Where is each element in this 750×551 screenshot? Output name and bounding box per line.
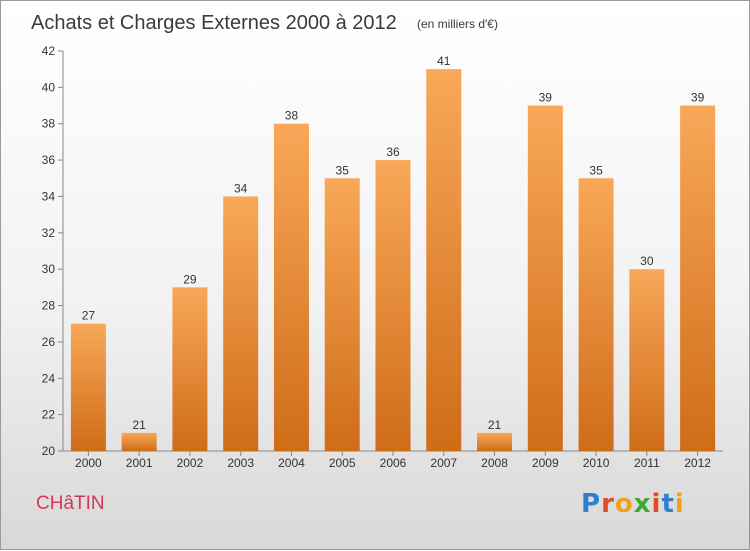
y-tick-label: 42	[42, 44, 56, 58]
bar	[477, 432, 513, 451]
data-label: 35	[589, 163, 603, 177]
logo-letter: t	[661, 489, 675, 519]
data-label: 38	[285, 109, 299, 123]
x-tick-label: 2006	[380, 456, 407, 470]
data-label: 21	[488, 418, 502, 432]
y-tick-label: 32	[42, 226, 56, 240]
x-tick-label: 2001	[126, 456, 153, 470]
bar	[527, 105, 563, 451]
y-tick-label: 20	[42, 444, 56, 458]
data-label: 41	[437, 54, 451, 68]
plot-area: 20 22 24 26 28 30 32 34 36 38 40 42 27 2000 21 2001 29 20…	[42, 44, 723, 470]
y-tick-label: 22	[42, 408, 56, 422]
bar	[578, 178, 614, 452]
bar	[680, 105, 716, 451]
data-label: 30	[640, 254, 654, 268]
y-tick-label: 26	[42, 335, 56, 349]
x-tick-label: 2008	[481, 456, 508, 470]
logo-letter: P	[581, 489, 602, 519]
bar	[426, 69, 462, 451]
data-label: 29	[183, 272, 197, 286]
y-tick-label: 36	[42, 153, 56, 167]
data-label: 36	[386, 145, 400, 159]
bar	[324, 178, 360, 452]
data-label: 27	[82, 309, 96, 323]
bar	[172, 287, 208, 451]
proxiti-logo: Proxiti	[581, 489, 685, 519]
chart-subtitle: (en milliers d'€)	[417, 17, 498, 31]
bar	[629, 269, 665, 451]
x-tick-label: 2000	[75, 456, 102, 470]
y-tick-label: 40	[42, 80, 56, 94]
y-tick-label: 30	[42, 262, 56, 276]
x-tick-label: 2012	[684, 456, 711, 470]
data-label: 35	[336, 163, 350, 177]
x-tick-label: 2011	[634, 456, 660, 470]
logo-letter: r	[601, 489, 615, 519]
x-tick-label: 2005	[329, 456, 356, 470]
x-tick-label: 2002	[177, 456, 204, 470]
data-label: 39	[539, 91, 553, 105]
x-tick-label: 2007	[430, 456, 457, 470]
bar	[273, 123, 309, 452]
data-label: 39	[691, 91, 705, 105]
y-tick-label: 38	[42, 117, 56, 131]
x-tick-label: 2003	[227, 456, 254, 470]
logo-letter: i	[674, 489, 685, 519]
x-tick-label: 2004	[278, 456, 305, 470]
data-label: 34	[234, 181, 248, 195]
y-tick-label: 34	[42, 189, 56, 203]
logo-letter: x	[633, 489, 652, 519]
y-tick-label: 24	[42, 371, 56, 385]
chart-title: Achats et Charges Externes 2000 à 2012	[31, 12, 397, 34]
y-tick-label: 28	[42, 299, 56, 313]
commune-name: CHâTIN	[36, 493, 105, 514]
bar	[121, 432, 157, 451]
logo-letter: i	[651, 489, 662, 519]
x-tick-label: 2010	[583, 456, 610, 470]
bar	[223, 196, 259, 451]
x-tick-label: 2009	[532, 456, 559, 470]
logo-letter: o	[614, 489, 634, 519]
bar	[70, 323, 106, 451]
bar	[375, 160, 411, 451]
data-label: 21	[132, 418, 146, 432]
